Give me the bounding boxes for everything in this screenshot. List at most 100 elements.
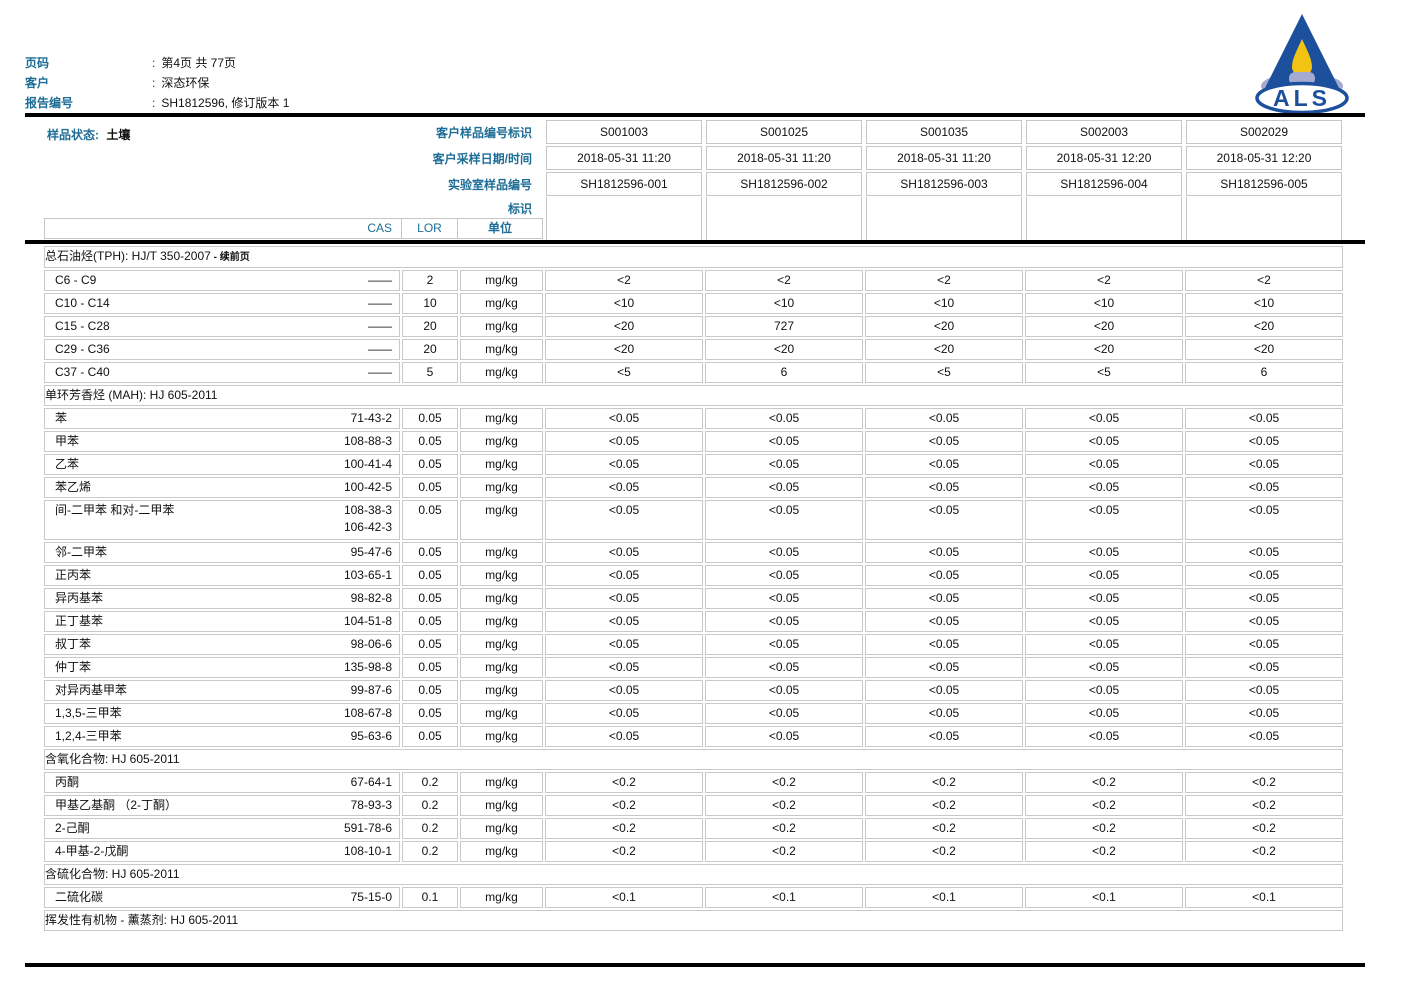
cas-number-line: 95-63-6 [350,729,392,743]
result-value: <0.05 [865,657,1023,678]
result-row: 苯 71-43-2 0.05 mg/kg <0.05 <0.05 <0.05 <0.05 <0.… [44,408,1343,429]
result-value: <2 [1025,270,1183,291]
result-value: <0.05 [865,431,1023,452]
result-row: 乙苯 100-41-4 0.05 mg/kg <0.05 <0.05 <0.05 <0.05 <… [44,454,1343,475]
result-value: <0.05 [545,565,703,586]
result-value: <0.05 [865,542,1023,563]
analyte-inner: C10 - C14 —— [45,295,399,312]
sample-lab-id: SH1812596-001 [546,172,702,196]
analyte-inner: 苯 71-43-2 [45,410,399,427]
analyte-inner: 对异丙基甲苯 99-87-6 [45,682,399,699]
lor-value: 0.2 [402,772,458,793]
analyte-cell: 二硫化碳 75-15-0 [44,887,400,908]
result-value: <0.05 [545,454,703,475]
cas-number: 100-41-4 [344,456,399,473]
lor-value: 0.05 [402,500,458,540]
analyte-cell: C10 - C14 —— [44,293,400,314]
result-value: <2 [545,270,703,291]
cas-number: —— [368,272,399,289]
lor-value: 10 [402,293,458,314]
analyte-cell: 甲基乙基酮 （2-丁酮） 78-93-3 [44,795,400,816]
result-value: <0.05 [705,726,863,747]
analyte-name: 1,3,5-三甲苯 [55,706,122,720]
sample-datetime: 2018-05-31 11:20 [546,146,702,170]
sample-column-strip [1186,197,1342,240]
result-value: <0.05 [1025,477,1183,498]
section-header-cell: 挥发性有机物 - 薰蒸剂: HJ 605-2011 [44,910,1343,931]
unit-value: mg/kg [460,680,543,701]
cas-number: 108-88-3 [344,433,399,450]
unit-value: mg/kg [460,270,543,291]
analyte-name: 对异丙基甲苯 [55,683,128,697]
page-label: 页码 [25,56,50,70]
analyte-name: C6 - C9 [55,273,97,287]
section-title: 含硫化合物: HJ 605-2011 [45,867,180,881]
lor-value: 0.05 [402,565,458,586]
lor-value: 0.05 [402,611,458,632]
cas-column-header: CAS [367,221,392,235]
analyte-cell: 乙苯 100-41-4 [44,454,400,475]
analyte-name: 叔丁苯 [55,637,92,651]
result-value: <0.2 [865,795,1023,816]
analyte-cell: 邻-二甲苯 95-47-6 [44,542,400,563]
sample-client-id: S001025 [706,120,862,144]
analyte-inner: 正丙苯 103-65-1 [45,567,399,584]
result-row: 4-甲基-2-戊酮 108-10-1 0.2 mg/kg <0.2 <0.2 <0.2 <0.… [44,841,1343,862]
result-value: 727 [705,316,863,337]
result-value: <0.05 [705,634,863,655]
analyte-cell: 对异丙基甲苯 99-87-6 [44,680,400,701]
section-header-cell: 单环芳香烃 (MAH): HJ 605-2011 [44,385,1343,406]
unit-value: mg/kg [460,542,543,563]
result-row: 异丙基苯 98-82-8 0.05 mg/kg <0.05 <0.05 <0.05 <0.05… [44,588,1343,609]
cas-number: 98-06-6 [351,636,399,653]
result-value: <0.05 [545,634,703,655]
sample-column-strip [1026,197,1182,240]
sample-lab-id: SH1812596-004 [1026,172,1182,196]
sample-lab-id: SH1812596-003 [866,172,1022,196]
cas-number: 99-87-6 [351,682,399,699]
cas-number: 108-67-8 [344,705,399,722]
analyte-name: 异丙基苯 [55,591,104,605]
result-value: <20 [1185,339,1343,360]
result-value: <0.05 [1185,477,1343,498]
result-value: <0.05 [705,431,863,452]
cas-number-line: 99-87-6 [350,683,392,697]
result-value: <0.05 [705,657,863,678]
analyte-cell: C29 - C36 —— [44,339,400,360]
analyte-cell: 丙酮 67-64-1 [44,772,400,793]
sample-client-id: S001035 [866,120,1022,144]
result-value: <0.05 [1185,634,1343,655]
result-value: 6 [1185,362,1343,383]
result-value: <0.2 [705,818,863,839]
cas-number-line: —— [368,296,392,310]
cas-number: 95-47-6 [351,544,399,561]
result-row: C10 - C14 —— 10 mg/kg <10 <10 <10 <10 <10 [44,293,1343,314]
analyte-name: 乙苯 [55,457,80,471]
analyte-name: 二硫化碳 [55,890,104,904]
result-value: <0.2 [865,772,1023,793]
result-value: <2 [705,270,863,291]
result-value: <0.05 [1185,703,1343,724]
cas-number-line: —— [368,365,392,379]
result-value: <0.2 [545,795,703,816]
unit-value: mg/kg [460,611,543,632]
cas-number-line: 108-67-8 [343,706,392,720]
analyte-inner: 1,2,4-三甲苯 95-63-6 [45,728,399,745]
result-value: <0.05 [1025,565,1183,586]
result-value: <0.05 [1025,408,1183,429]
result-value: <0.05 [865,500,1023,540]
result-value: <20 [865,316,1023,337]
section-header-row: 单环芳香烃 (MAH): HJ 605-2011 [44,385,1343,406]
cas-number-line: —— [368,342,392,356]
lor-value: 0.05 [402,431,458,452]
sample-client-id: S001003 [546,120,702,144]
lor-column-header: LOR [401,219,457,238]
bottom-rule [25,963,1365,967]
analyte-inner: 仲丁苯 135-98-8 [45,659,399,676]
cas-number: 98-82-8 [351,590,399,607]
analyte-inner: 甲基乙基酮 （2-丁酮） 78-93-3 [45,797,399,814]
result-value: <0.05 [1025,542,1183,563]
cas-number-line: 135-98-8 [343,660,392,674]
result-value: <0.05 [545,657,703,678]
cas-number: —— [368,295,399,312]
